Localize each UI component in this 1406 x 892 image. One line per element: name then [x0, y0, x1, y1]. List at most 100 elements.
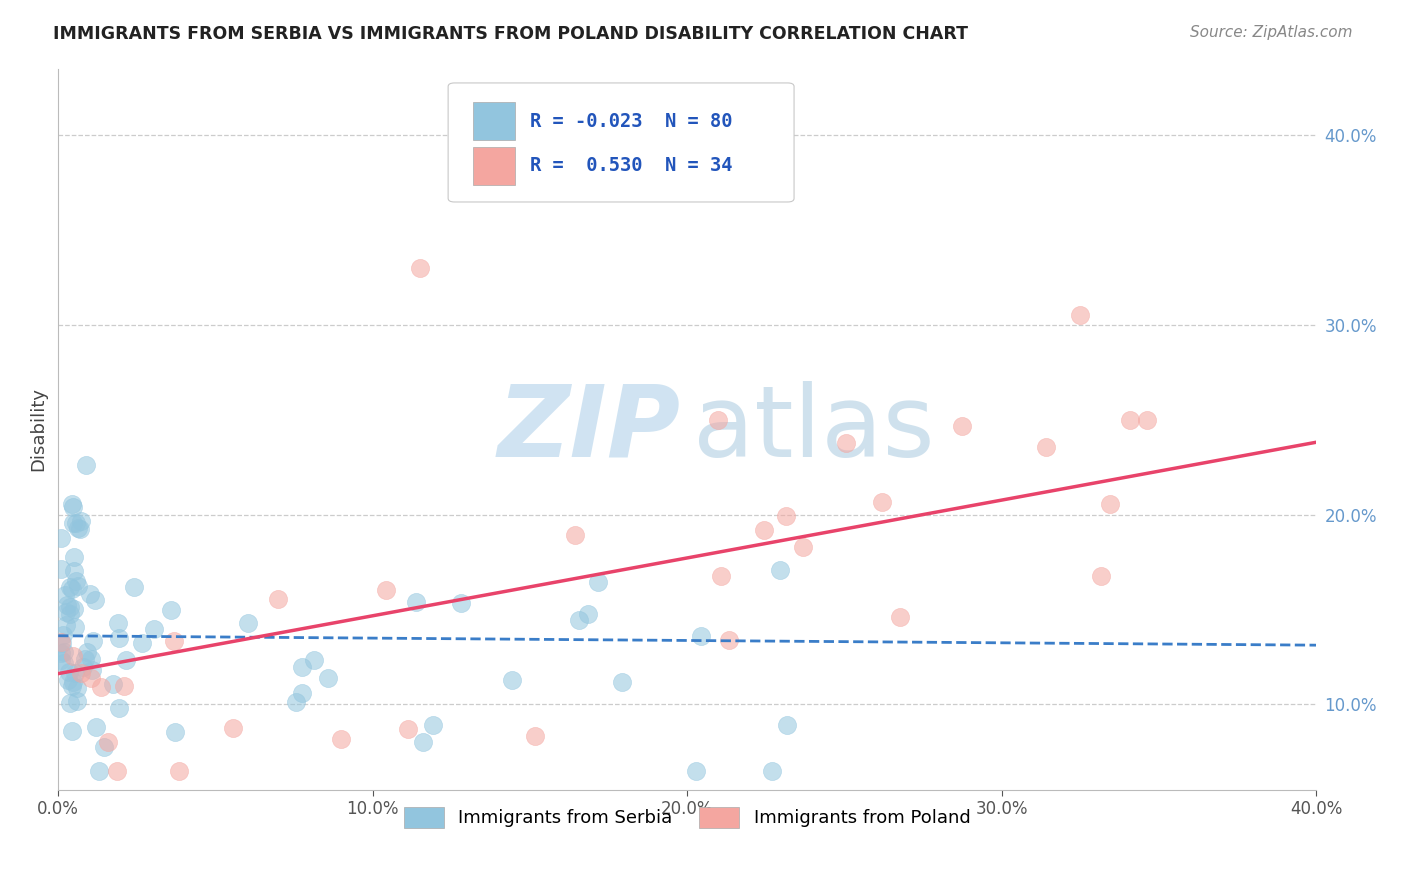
Point	[51, 635, 73, 649]
Point	[1035, 440, 1057, 454]
Point	[51, 562, 73, 576]
Point	[89, 764, 111, 778]
Text: ZIP: ZIP	[498, 381, 681, 478]
Point	[84, 593, 107, 607]
Point	[93, 739, 115, 754]
Text: IMMIGRANTS FROM SERBIA VS IMMIGRANTS FROM POLAND DISABILITY CORRELATION CHART: IMMIGRANTS FROM SERBIA VS IMMIGRANTS FRO…	[53, 25, 969, 43]
Point	[62, 674, 84, 689]
Point	[56, 673, 79, 688]
Point	[412, 734, 434, 748]
Point	[889, 610, 911, 624]
Point	[291, 659, 314, 673]
Point	[55, 605, 77, 619]
Point	[70, 514, 93, 528]
Point	[82, 634, 104, 648]
Point	[564, 528, 586, 542]
Point	[422, 718, 444, 732]
Point	[53, 588, 76, 602]
Bar	[474, 147, 515, 185]
Point	[72, 659, 94, 673]
Point	[159, 602, 181, 616]
Point	[63, 564, 86, 578]
Text: atlas: atlas	[693, 381, 935, 478]
Point	[66, 681, 89, 695]
Text: R = -0.023  N = 80: R = -0.023 N = 80	[530, 112, 733, 131]
Point	[316, 671, 339, 685]
Point	[52, 656, 75, 670]
Bar	[474, 103, 515, 140]
Point	[291, 686, 314, 700]
Point	[59, 696, 82, 710]
Point	[60, 497, 83, 511]
Point	[82, 663, 104, 677]
Point	[80, 671, 103, 685]
Point	[776, 718, 799, 732]
Point	[60, 723, 83, 738]
Point	[58, 665, 80, 679]
Point	[610, 675, 633, 690]
Point	[586, 575, 609, 590]
Point	[267, 592, 290, 607]
Point	[97, 735, 120, 749]
Point	[75, 652, 97, 666]
Point	[690, 629, 713, 643]
Text: Source: ZipAtlas.com: Source: ZipAtlas.com	[1189, 25, 1353, 40]
Point	[330, 732, 353, 747]
Point	[1099, 497, 1122, 511]
Point	[107, 616, 129, 631]
Point	[55, 618, 77, 632]
Point	[1119, 413, 1142, 427]
Point	[131, 636, 153, 650]
Point	[769, 563, 792, 577]
Point	[84, 720, 107, 734]
Point	[1135, 413, 1157, 427]
Point	[51, 653, 73, 667]
Point	[66, 694, 89, 708]
Point	[53, 645, 76, 659]
Point	[222, 721, 245, 735]
Point	[105, 764, 128, 778]
Point	[236, 615, 259, 630]
Point	[405, 595, 427, 609]
Point	[501, 673, 523, 688]
Point	[75, 458, 97, 473]
Point	[792, 540, 814, 554]
Point	[107, 700, 129, 714]
Point	[950, 419, 973, 434]
Point	[65, 574, 87, 589]
Point	[79, 651, 101, 665]
Point	[1069, 308, 1091, 322]
Point	[409, 260, 432, 275]
Y-axis label: Disability: Disability	[30, 387, 46, 471]
Point	[59, 600, 82, 615]
Point	[162, 634, 184, 648]
Point	[65, 516, 87, 530]
Point	[67, 579, 90, 593]
Text: R =  0.530  N = 34: R = 0.530 N = 34	[530, 156, 733, 176]
Point	[90, 680, 112, 694]
Point	[450, 596, 472, 610]
Point	[51, 646, 73, 660]
Point	[107, 632, 129, 646]
Point	[59, 580, 82, 594]
Point	[1090, 569, 1112, 583]
Point	[568, 613, 591, 627]
Point	[707, 413, 730, 427]
Point	[685, 764, 707, 778]
Point	[70, 666, 93, 681]
Point	[79, 587, 101, 601]
Point	[835, 436, 858, 450]
Point	[51, 634, 73, 648]
Point	[60, 582, 83, 596]
Point	[62, 648, 84, 663]
Point	[112, 680, 135, 694]
Point	[51, 532, 73, 546]
Point	[167, 764, 190, 778]
Point	[284, 694, 307, 708]
Point	[710, 568, 733, 582]
FancyBboxPatch shape	[449, 83, 794, 202]
Point	[754, 524, 776, 538]
Point	[62, 549, 84, 564]
Point	[66, 521, 89, 535]
Point	[62, 516, 84, 531]
